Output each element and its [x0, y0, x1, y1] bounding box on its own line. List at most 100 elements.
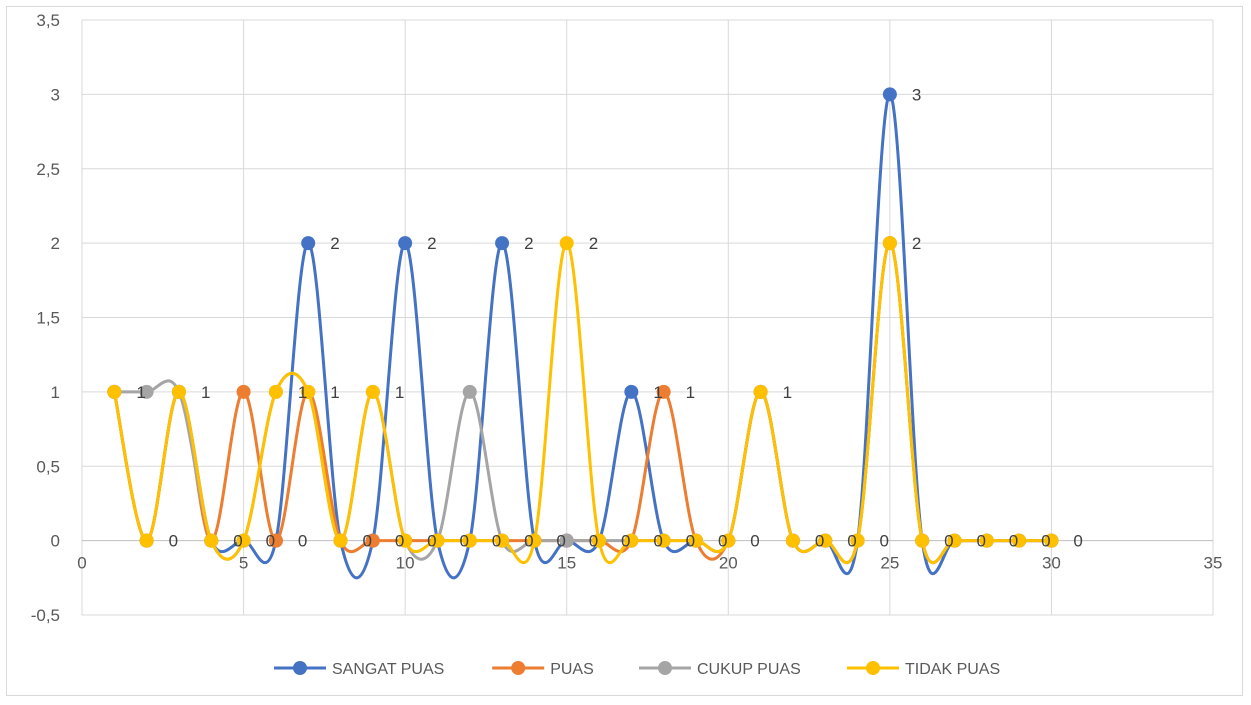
series-lines	[107, 87, 1059, 580]
data-label: 0	[589, 532, 598, 551]
point-tidak-puas	[204, 533, 219, 548]
point-tidak-puas	[882, 236, 897, 251]
data-label: 0	[427, 532, 436, 551]
point-sangat-puas	[301, 236, 316, 251]
data-label: 0	[1041, 532, 1050, 551]
y-tick-label: 1,5	[36, 309, 60, 328]
data-label: 2	[589, 234, 598, 253]
point-tidak-puas	[171, 384, 186, 399]
legend-label: CUKUP PUAS	[697, 661, 801, 678]
data-label: 1	[201, 383, 210, 402]
point-tidak-puas	[139, 533, 154, 548]
data-label: 0	[266, 532, 275, 551]
x-tick-label: 10	[396, 554, 415, 573]
point-tidak-puas	[495, 533, 510, 548]
legend-item-sangat-puas: SANGAT PUAS	[274, 661, 444, 678]
legend-item-puas: PUAS	[492, 661, 594, 678]
y-tick-label: 3,5	[36, 11, 60, 30]
x-tick-label: 5	[239, 554, 248, 573]
data-label: 0	[1009, 532, 1018, 551]
data-label: 0	[880, 532, 889, 551]
x-tick-label: 30	[1042, 554, 1061, 573]
data-label: 0	[653, 532, 662, 551]
x-tick-label: 25	[880, 554, 899, 573]
point-tidak-puas	[624, 533, 639, 548]
data-label: 0	[976, 532, 985, 551]
series-line-sangat-puas	[112, 92, 1052, 580]
data-label: 2	[524, 234, 533, 253]
data-label: 1	[783, 383, 792, 402]
data-label: 2	[330, 234, 339, 253]
point-tidak-puas	[785, 533, 800, 548]
y-tick-label: 3	[51, 85, 60, 104]
data-label: 2	[427, 234, 436, 253]
data-label: 1	[330, 383, 339, 402]
point-tidak-puas	[559, 236, 574, 251]
legend-label: PUAS	[550, 661, 594, 678]
data-label: 0	[524, 532, 533, 551]
y-tick-label: 0,5	[36, 457, 60, 476]
legend-item-cukup-puas: CUKUP PUAS	[639, 661, 801, 678]
point-tidak-puas	[979, 533, 994, 548]
y-tick-label: 2	[51, 234, 60, 253]
point-tidak-puas	[592, 533, 607, 548]
point-puas	[236, 384, 251, 399]
point-tidak-puas	[462, 533, 477, 548]
data-label: 0	[363, 532, 372, 551]
point-cukup-puas	[462, 384, 477, 399]
data-label: 0	[169, 532, 178, 551]
data-label: 0	[492, 532, 501, 551]
point-tidak-puas	[850, 533, 865, 548]
legend-swatch-marker	[511, 661, 526, 675]
chart-frame	[6, 6, 1243, 696]
data-label: 0	[556, 532, 565, 551]
legend-swatch-marker	[658, 661, 672, 675]
grid-lines	[81, 19, 1214, 616]
data-label: 0	[298, 532, 307, 551]
data-label: 3	[912, 85, 921, 104]
point-tidak-puas	[818, 533, 833, 548]
data-label: 1	[298, 383, 307, 402]
data-label: 0	[847, 532, 856, 551]
x-tick-label: 0	[77, 554, 86, 573]
point-puas	[365, 533, 380, 548]
x-tick-label: 15	[557, 554, 576, 573]
point-tidak-puas	[268, 384, 283, 399]
point-tidak-puas	[915, 533, 930, 548]
point-sangat-puas	[882, 87, 897, 102]
data-label: 1	[653, 383, 662, 402]
point-tidak-puas	[947, 533, 962, 548]
data-label: 0	[459, 532, 468, 551]
point-tidak-puas	[430, 533, 445, 548]
data-label: 0	[944, 532, 953, 551]
data-label: 0	[718, 532, 727, 551]
y-tick-label: 1	[51, 383, 60, 402]
point-tidak-puas	[398, 533, 413, 548]
point-tidak-puas	[333, 533, 348, 548]
point-tidak-puas	[301, 384, 316, 399]
point-tidak-puas	[107, 384, 122, 399]
data-labels: 1 0 1 0 0 1 0 1 2 0 1 0 2 0 0 0 2 0 0 2 0 0 1 0 1 0 0 0 1 0 0 0 3 2 0 0 0 0 0	[136, 85, 1083, 550]
legend-label: TIDAK PUAS	[905, 661, 1000, 678]
data-label: 0	[815, 532, 824, 551]
point-tidak-puas	[688, 533, 703, 548]
data-label: 0	[1073, 532, 1082, 551]
point-tidak-puas	[236, 533, 251, 548]
point-tidak-puas	[1012, 533, 1027, 548]
point-tidak-puas	[753, 384, 768, 399]
y-tick-label: 0	[51, 532, 60, 551]
point-puas	[268, 533, 283, 548]
data-label: 0	[233, 532, 242, 551]
point-puas	[656, 384, 671, 399]
legend-item-tidak-puas: TIDAK PUAS	[847, 661, 1000, 678]
data-label: 1	[686, 383, 695, 402]
point-sangat-puas	[398, 236, 413, 251]
point-tidak-puas	[365, 384, 380, 399]
y-tick-label: 2,5	[36, 160, 60, 179]
data-label: 2	[912, 234, 921, 253]
legend: SANGAT PUAS PUAS CUKUP PUAS TIDAK PUAS	[274, 661, 1000, 678]
legend-swatch-marker	[866, 661, 880, 675]
point-cukup-puas	[559, 533, 574, 548]
x-tick-label: 35	[1204, 554, 1223, 573]
